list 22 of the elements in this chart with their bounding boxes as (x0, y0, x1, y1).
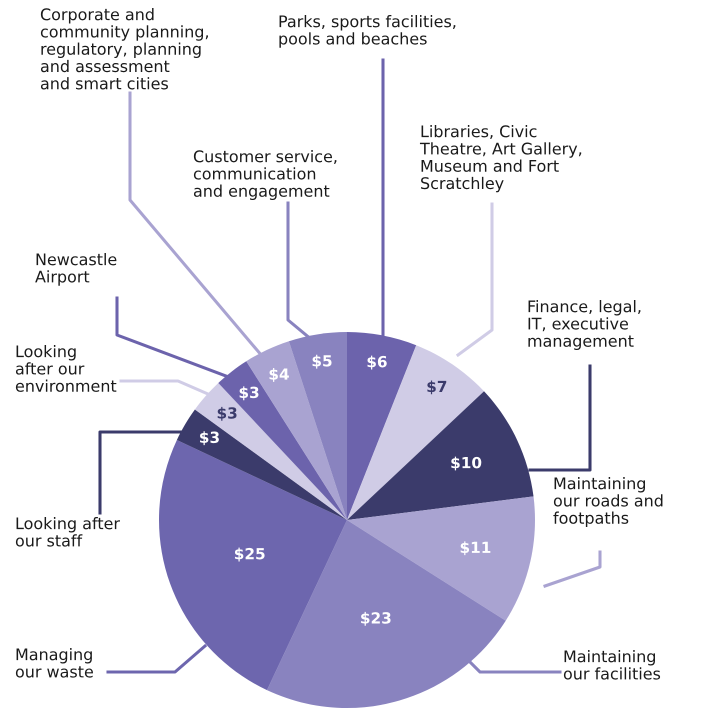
data-label: $10 (451, 456, 482, 470)
slice-label: Newcastle Airport (35, 253, 116, 286)
slice-label: Looking after our environment (16, 345, 116, 392)
slice-label: Managing our waste (16, 648, 93, 678)
data-label: $4 (270, 368, 289, 382)
slice-label: Maintaining our roads and footpaths (553, 477, 662, 528)
slice-label: Corporate and community planning, regulatory, planning and assessment and smart cities (40, 8, 208, 90)
data-label: $3 (218, 406, 237, 421)
data-label: $23 (361, 612, 391, 626)
data-label: $25 (234, 548, 265, 562)
data-label: $11 (460, 541, 490, 556)
data-label: $7 (427, 380, 446, 394)
data-label: $3 (240, 386, 258, 400)
data-label: $6 (368, 356, 387, 370)
slice-label: Customer service, communication and engagement (194, 150, 336, 200)
slice-label: Looking after our staff (16, 517, 120, 547)
slice-label: Parks, sports facilities, pools and beaches (279, 15, 456, 48)
data-label: $3 (200, 431, 219, 446)
slice-label: Libraries, Civic Theatre, Art Gallery, Museum and Fort Scratchley (420, 125, 582, 192)
slice-label: Finance, legal, IT, executive management (528, 300, 640, 350)
data-label: $5 (312, 354, 332, 369)
slice-label: Maintaining our facilities (564, 650, 660, 680)
